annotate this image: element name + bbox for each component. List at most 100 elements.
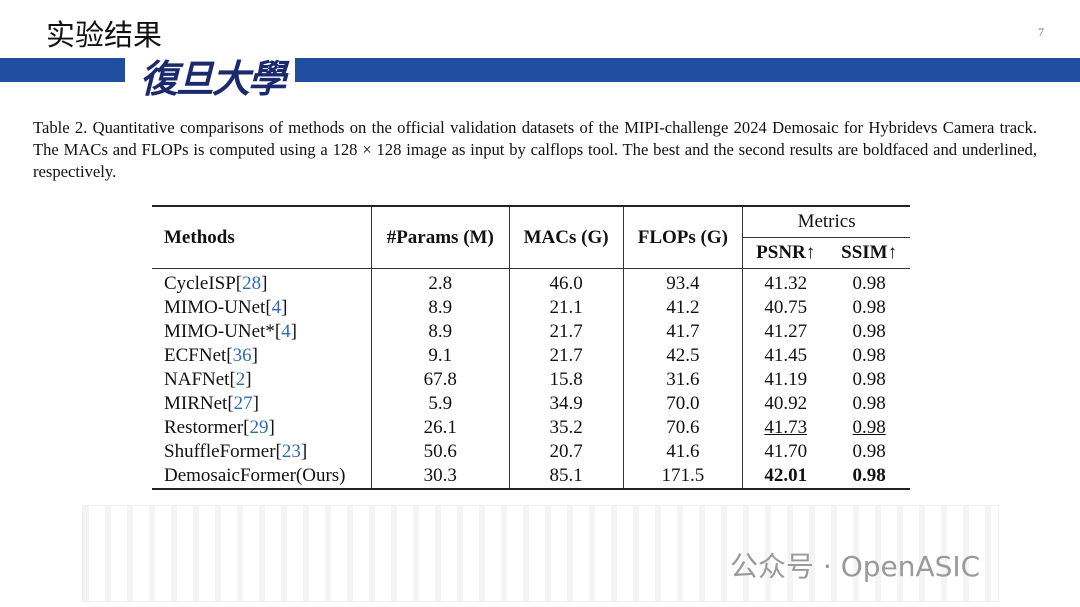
table-cell: 9.1 [371, 344, 510, 368]
header-band [295, 58, 1080, 82]
method-cell: DemosaicFormer(Ours) [152, 464, 372, 490]
table-cell: 0.98 [852, 441, 886, 462]
table-cell: 8.9 [371, 320, 510, 344]
method-name: ] [252, 393, 259, 414]
method-cell: CycleISP[28] [152, 268, 372, 296]
method-name: ] [268, 417, 275, 438]
method-name: Restormer[ [164, 417, 250, 438]
table-cell: 42.01 [742, 464, 829, 490]
table-row: CycleISP[28] 2.8 46.0 93.4 41.32 0.98 [152, 268, 910, 296]
method-name: MIRNet[ [164, 393, 234, 414]
citation: 4 [281, 321, 291, 342]
table-cell: 41.7 [623, 320, 744, 344]
column-header: PSNR↑ [742, 237, 829, 269]
table-cell: 46.0 [509, 268, 624, 296]
table-cell: 0.98 [852, 273, 886, 294]
table-cell: 2.8 [371, 268, 510, 296]
header-row: Methods #Params (M) MACs (G) FLOPs (G) Metri… [152, 205, 910, 269]
method-name: MIMO-UNet[ [164, 297, 272, 318]
method-cell: ShuffleFormer[23] [152, 440, 372, 464]
table-cell: 41.27 [764, 321, 808, 342]
table-cell: 41.73 [764, 417, 808, 438]
page-number: 7 [1038, 25, 1044, 39]
table-cell: 0.98 [852, 393, 886, 414]
citation: 4 [271, 297, 282, 318]
table-cell: 67.8 [371, 368, 510, 392]
method-name: ] [261, 273, 268, 294]
method-cell: ECFNet[36] [152, 344, 372, 368]
table-cell: 93.4 [623, 268, 744, 296]
table-cell: 35.2 [509, 416, 624, 440]
table-row: MIMO-UNet*[4] 8.9 21.7 41.7 41.27 0.98 [152, 320, 910, 344]
table-cell: 0.98 [852, 297, 886, 318]
method-name: CycleISP[ [164, 273, 243, 294]
method-name: ECFNet[ [164, 345, 233, 366]
table-cell: 26.1 [371, 416, 510, 440]
table-cell: 8.9 [371, 296, 510, 320]
table-row: NAFNet[2] 67.8 15.8 31.6 41.19 0.98 [152, 368, 910, 392]
table-cell: 41.70 [764, 441, 808, 462]
method-name: ] [245, 369, 252, 390]
method-cell: Restormer[29] [152, 416, 372, 440]
table-cell: 41.32 [764, 273, 808, 294]
method-name: NAFNet[ [164, 369, 236, 390]
table-cell: 41.19 [764, 369, 808, 390]
method-name: ShuffleFormer[ [164, 441, 282, 462]
method-name: ] [281, 297, 288, 318]
table-cell: 70.6 [623, 416, 744, 440]
table-cell: 0.98 [852, 417, 886, 438]
table-cell: 21.7 [509, 344, 624, 368]
table-row: ECFNet[36] 9.1 21.7 42.5 41.45 0.98 [152, 344, 910, 368]
results-table: Methods #Params (M) MACs (G) FLOPs (G) Metri… [152, 205, 910, 490]
table-cell: 34.9 [509, 392, 624, 416]
header-band [0, 58, 125, 82]
logo: 復旦大學 [140, 56, 286, 101]
method-cell: NAFNet[2] [152, 368, 372, 392]
slide-title: 实验结果 [46, 18, 163, 52]
table-cell: 0.98 [852, 369, 886, 390]
citation: 23 [281, 441, 301, 462]
method-name: DemosaicFormer(Ours) [164, 465, 346, 486]
method-name: MIMO-UNet*[ [164, 321, 282, 342]
citation: 27 [233, 393, 253, 414]
table-cell: 0.98 [852, 321, 886, 342]
citation: 36 [232, 345, 252, 366]
table-cell: 50.6 [371, 440, 510, 464]
table-cell: 15.8 [509, 368, 624, 392]
table-cell: 30.3 [371, 464, 510, 490]
table-row: ShuffleFormer[23] 50.6 20.7 41.6 41.70 0.98 [152, 440, 910, 464]
column-header: SSIM↑ [828, 237, 910, 269]
column-header: FLOPs (G) [623, 205, 744, 269]
table-cell: 21.1 [509, 296, 624, 320]
group-header: Metrics [742, 205, 910, 238]
watermark: 公众号 · OpenASIC [730, 550, 981, 583]
method-name: ] [290, 321, 297, 342]
table-cell: 70.0 [623, 392, 744, 416]
table-cell: 42.5 [623, 344, 744, 368]
citation: 29 [249, 417, 269, 438]
table-row: MIRNet[27] 5.9 34.9 70.0 40.92 0.98 [152, 392, 910, 416]
method-name: ] [300, 441, 308, 462]
table-cell: 0.98 [852, 345, 886, 366]
table-caption: Table 2. Quantitative comparisons of met… [33, 118, 1037, 181]
citation: 28 [242, 273, 262, 294]
table-row: DemosaicFormer(Ours) 30.3 85.1 171.5 42.01 0.… [152, 464, 910, 490]
table-cell: 41.6 [623, 440, 744, 464]
method-name: ] [251, 345, 258, 366]
table-cell: 85.1 [509, 464, 624, 490]
table-cell: 40.75 [764, 297, 808, 318]
table-cell: 31.6 [623, 368, 744, 392]
table-cell: 40.92 [764, 393, 808, 414]
table-cell: 41.45 [764, 345, 808, 366]
column-header: Methods [152, 205, 372, 269]
table-cell: 5.9 [371, 392, 510, 416]
table-cell: 171.5 [623, 464, 744, 490]
column-header: #Params (M) [371, 205, 510, 269]
table-cell: 21.7 [509, 320, 624, 344]
citation: 2 [235, 369, 246, 390]
table-row: Restormer[29] 26.1 35.2 70.6 41.73 0.98 [152, 416, 910, 440]
header-row: PSNR↑ SSIM↑ [152, 237, 910, 269]
table-cell: 0.98 [828, 464, 910, 490]
column-header: MACs (G) [509, 205, 624, 269]
